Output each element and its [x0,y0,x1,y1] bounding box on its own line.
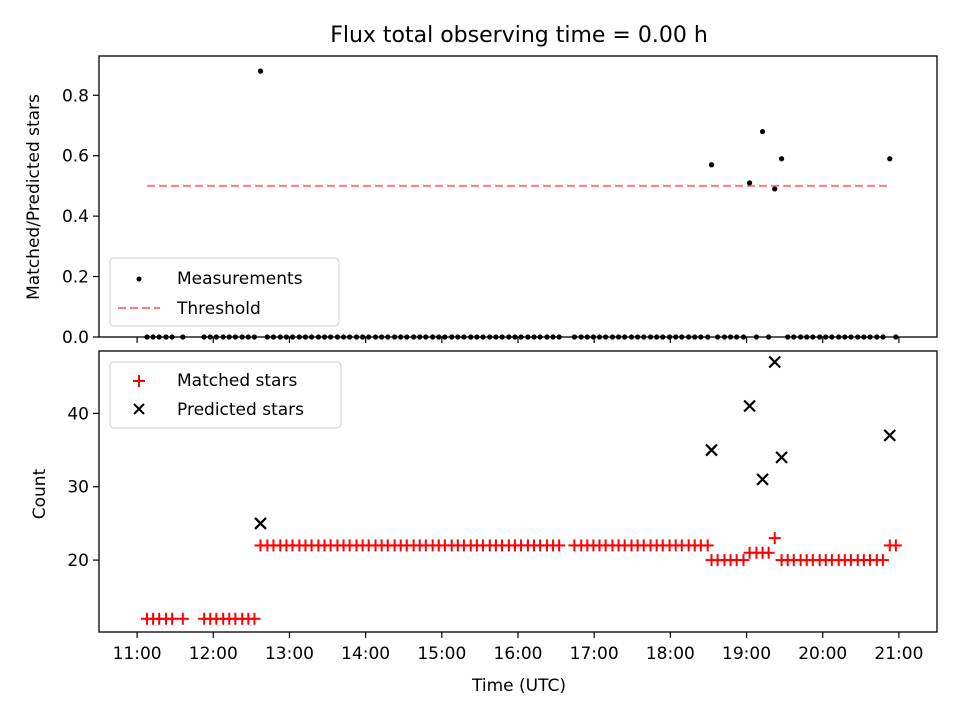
bottom-x-ticks: 11:00 12:00 13:00 14:00 15:00 16:00 17:00 18:00… [113,632,923,664]
bottom-legend: Matched stars Predicted stars [109,361,342,429]
y-tick-label: 0.6 [62,147,89,167]
y-tick-label: 0.8 [62,86,89,106]
predicted-star-point [705,443,718,457]
legend-predicted-marker [133,403,145,415]
matched-star-point [762,546,775,559]
x-tick-label: 11:00 [113,644,162,664]
bottom-y-ticks: 20 30 40 [67,404,99,571]
top-legend: Measurements Threshold [109,257,340,327]
predicted-star-point [775,451,788,464]
x-tick-label: 17:00 [570,644,619,664]
top-legend-box [109,257,340,327]
measurement-point [708,162,715,168]
x-axis-label: Time (UTC) [471,676,566,696]
matched-star-point [889,539,902,552]
matched-star-point [701,539,714,552]
predicted-star-point [756,473,769,486]
predicted-star-point [768,355,782,369]
legend-matched-marker [133,375,145,387]
x-tick-label: 12:00 [189,644,238,664]
matched-star-point [876,554,889,567]
legend-matched-label: Matched stars [177,371,297,391]
x-tick-label: 19:00 [722,644,771,664]
y-tick-label: 20 [67,551,89,571]
x-tick-label: 16:00 [494,644,543,664]
predicted-star-point [743,399,756,413]
measurement-point [257,68,264,74]
top-y-axis-label: Matched/Predicted stars [24,94,44,300]
matched-star-point [176,612,189,625]
measurement-point [887,156,893,162]
top-x-ticks [136,337,900,343]
predicted-star-point [883,429,897,442]
matched-star-point [248,612,261,625]
x-tick-label: 15:00 [417,644,466,664]
matched-star-point [166,612,179,625]
predicted-star-point [254,517,267,530]
top-marks [144,68,899,340]
top-y-ticks: 0.0 0.2 0.4 0.6 0.8 [62,86,99,348]
x-tick-label: 20:00 [798,644,847,664]
measurement-point [746,180,753,186]
legend-threshold-label: Threshold [176,299,261,319]
y-tick-label: 0.2 [62,268,89,288]
chart-title: Flux total observing time = 0.00 h [330,23,708,48]
y-tick-label: 30 [67,478,89,498]
top-axes: 0.00.20.40.60.8 Matched/Predicted stars … [24,55,938,348]
x-tick-label: 21:00 [874,644,923,664]
x-tick-label: 13:00 [265,644,314,664]
measurement-point [778,156,785,162]
measurement-point [772,186,778,192]
measurement-point [759,128,766,135]
y-tick-label: 0.0 [62,328,89,348]
matched-star-point [768,532,781,545]
bottom-legend-box [109,361,342,429]
bottom-y-axis-label: Count [30,468,50,519]
y-tick-label: 0.4 [62,207,89,227]
bottom-marks [140,355,902,625]
legend-predicted-label: Predicted stars [177,400,304,420]
legend-measurements-marker [136,276,142,282]
bottom-axes: 20 30 40 11:00 12:00 13:00 14:00 15:00 16:00 17:… [30,350,938,696]
y-tick-label: 40 [67,404,89,424]
legend-measurements-label: Measurements [177,269,303,289]
matched-star-point [737,554,750,567]
x-tick-label: 18:00 [646,644,695,664]
matched-star-point [553,539,566,552]
x-tick-label: 14:00 [341,644,390,664]
